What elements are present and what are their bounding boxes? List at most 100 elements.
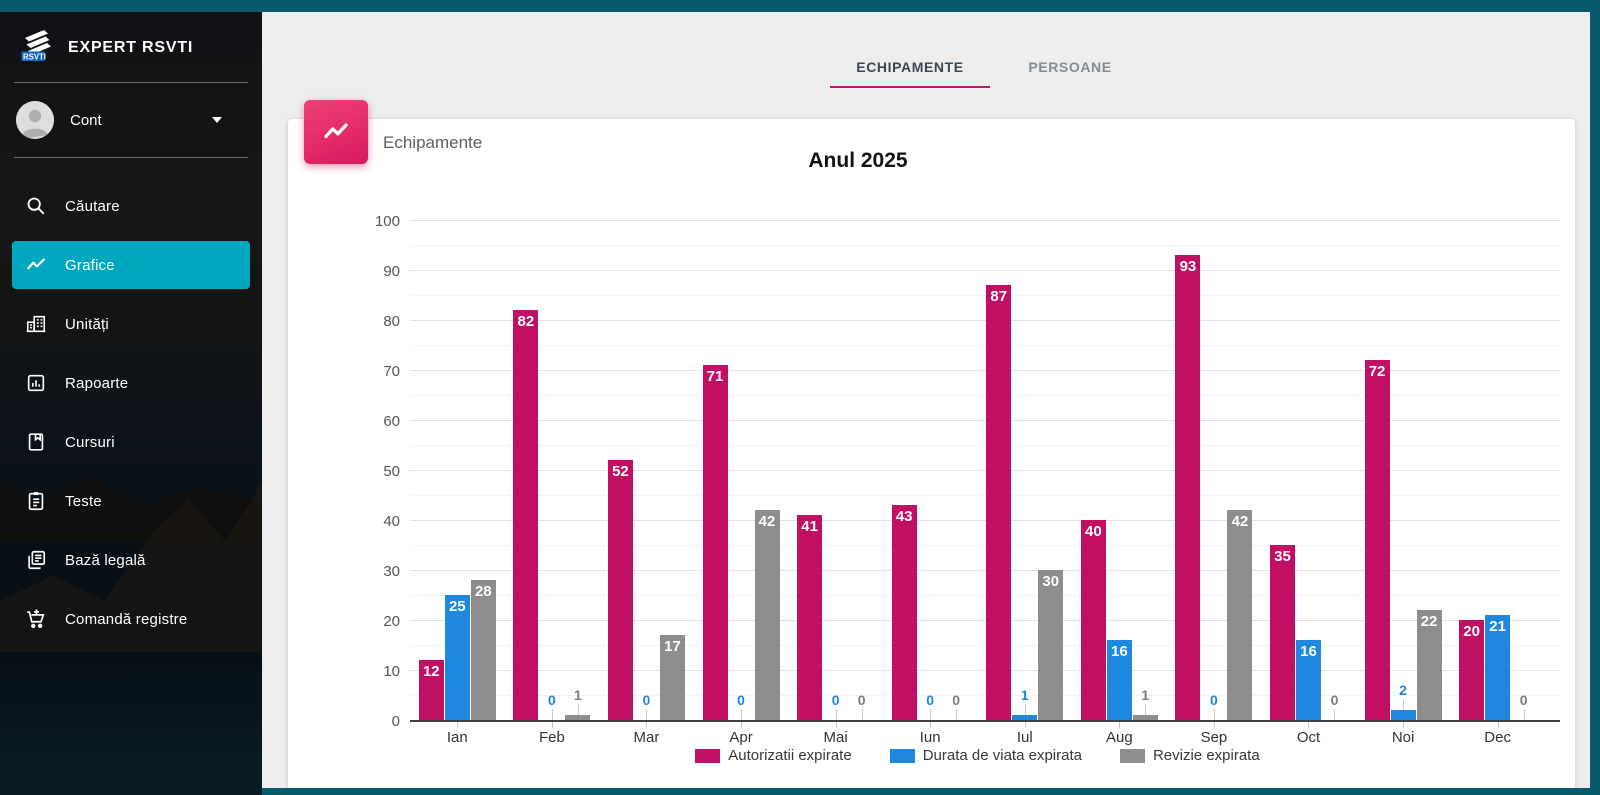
x-axis-tick <box>457 722 459 728</box>
bar-value-label: 72 <box>1368 363 1386 380</box>
month-label: Noi <box>1391 729 1415 746</box>
bar-value-label: 0 <box>547 692 556 708</box>
bar-group-aug: 40 16 1 <box>1072 220 1167 728</box>
x-axis-tick <box>551 722 553 728</box>
bar <box>702 365 728 720</box>
bar-group-inner: 20 21 0 <box>1450 220 1545 720</box>
bar <box>797 515 823 720</box>
bar-slot: 93 <box>1175 220 1201 720</box>
x-axis-tick <box>930 722 932 728</box>
book-icon <box>24 430 48 454</box>
bar-group-apr: 71 0 42 <box>694 220 789 728</box>
bar-group-inner: 93 0 42 <box>1167 220 1262 720</box>
grid-line <box>410 520 1560 521</box>
sidebar-item-teste[interactable]: Teste <box>12 477 250 525</box>
bar <box>1227 510 1253 720</box>
svg-text:RSVTI: RSVTI <box>23 52 46 61</box>
bar-slot: 43 <box>891 220 917 720</box>
bar-slot: 0 <box>944 220 969 720</box>
bar <box>1390 710 1416 720</box>
bar-slot: 0 <box>539 220 564 720</box>
bar-slot: 72 <box>1364 220 1390 720</box>
x-axis-tick <box>1308 722 1310 728</box>
bar-value-label: 41 <box>801 518 818 535</box>
bar-label-stem <box>646 709 648 720</box>
sidebar-item-baza-legala[interactable]: Bază legală <box>12 536 250 584</box>
bar-slot: 17 <box>659 220 685 720</box>
legend-swatch <box>889 748 915 763</box>
account-menu[interactable]: Cont <box>0 83 262 157</box>
y-axis-label: 20 <box>383 613 400 630</box>
y-axis-label: 30 <box>383 563 400 580</box>
bar-group-ian: 12 25 28 <box>410 220 505 728</box>
month-label: Sep <box>1200 729 1228 746</box>
sidebar-item-cautare[interactable]: Căutare <box>12 182 250 230</box>
app-logo: RSVTI <box>16 25 56 70</box>
bar-slot: 0 <box>918 220 943 720</box>
grid-line <box>410 395 1560 396</box>
bar-slot: 42 <box>1227 220 1253 720</box>
bar-value-label: 30 <box>1042 573 1060 590</box>
bar-slot: 71 <box>702 220 728 720</box>
sidebar-item-grafice[interactable]: Grafice <box>12 241 250 289</box>
sidebar-item-comanda-registre[interactable]: Comandă registre <box>12 595 250 643</box>
bar-value-label: 0 <box>926 692 935 708</box>
bar-slot: 22 <box>1416 220 1442 720</box>
bar-group-mai: 41 0 0 <box>788 220 883 728</box>
y-axis: 0 10 20 30 40 50 60 70 80 90 100 <box>328 213 400 730</box>
bar-value-label: 12 <box>422 663 440 680</box>
bar-slot: 87 <box>986 220 1012 720</box>
bar-value-label: 0 <box>642 692 651 708</box>
sidebar-shade-overlay <box>0 12 262 795</box>
bar-value-label: 93 <box>1179 258 1197 275</box>
tab-echipamente[interactable]: ECHIPAMENTE <box>830 46 990 88</box>
x-axis-tick <box>1119 722 1121 728</box>
bar-value-label: 0 <box>1519 692 1528 708</box>
bar-label-stem <box>1145 704 1147 715</box>
month-label: Dec <box>1484 729 1511 746</box>
sidebar-item-unitati[interactable]: Unități <box>12 300 250 348</box>
search-icon <box>24 194 48 218</box>
bar <box>1038 570 1064 720</box>
bar-value-label: 0 <box>952 692 961 708</box>
y-axis-label: 50 <box>383 463 400 480</box>
legend-item[interactable]: Durata de viata expirata <box>889 747 1082 764</box>
x-axis-tick <box>646 722 648 728</box>
bar-value-label: 52 <box>612 463 629 480</box>
grid-line <box>410 695 1560 696</box>
main-content: ECHIPAMENTE PERSOANE Echipamente Anul 20… <box>262 12 1590 788</box>
bar-value-label: 87 <box>990 288 1008 305</box>
month-label: Mai <box>823 729 848 746</box>
sidebar-item-rapoarte[interactable]: Rapoarte <box>12 359 250 407</box>
sidebar-menu: Căutare Grafice Unități <box>0 158 262 643</box>
bar-slot: 0 <box>634 220 659 720</box>
x-axis: Ian Feb Mar Apr Mai Iun Iul Aug Sep Oct Noi Dec <box>410 729 1545 746</box>
bar <box>1459 620 1485 720</box>
legend-item[interactable]: Revizie expirata <box>1119 747 1260 764</box>
bar-slot: 1 <box>565 220 591 720</box>
plot-area: 12 25 28 82 0 1 52 0 17 71 0 42 41 0 0 43 0 0 87 1 30 40 16 1 93… <box>410 220 1560 728</box>
bar-group-inner: 43 0 0 <box>883 220 978 720</box>
bar-value-label: 42 <box>758 513 776 530</box>
x-axis-tick <box>835 722 837 728</box>
bar-slot: 0 <box>1201 220 1226 720</box>
bar-group-inner: 12 25 28 <box>410 220 505 720</box>
tab-persoane[interactable]: PERSOANE <box>1028 59 1112 75</box>
brand-title: EXPERT RSVTI <box>68 38 194 56</box>
grid-line <box>410 345 1560 346</box>
legend-item[interactable]: Autorizatii expirate <box>695 747 852 764</box>
sidebar-item-cursuri[interactable]: Cursuri <box>12 418 250 466</box>
bar-group-mar: 52 0 17 <box>599 220 694 728</box>
bar-slot: 1 <box>1012 220 1038 720</box>
bar <box>444 595 470 720</box>
avatar <box>16 101 54 139</box>
bar-label-stem <box>1523 709 1525 720</box>
bar-slot: 0 <box>823 220 848 720</box>
bar-group-oct: 35 16 0 <box>1261 220 1356 728</box>
bar-group-iul: 87 1 30 <box>977 220 1072 728</box>
chart-title: Anul 2025 <box>808 149 908 172</box>
bar-label-stem <box>1024 704 1026 715</box>
bar-label-stem <box>861 709 863 720</box>
bar-label-stem <box>741 709 743 720</box>
bar-label-stem <box>551 709 553 720</box>
